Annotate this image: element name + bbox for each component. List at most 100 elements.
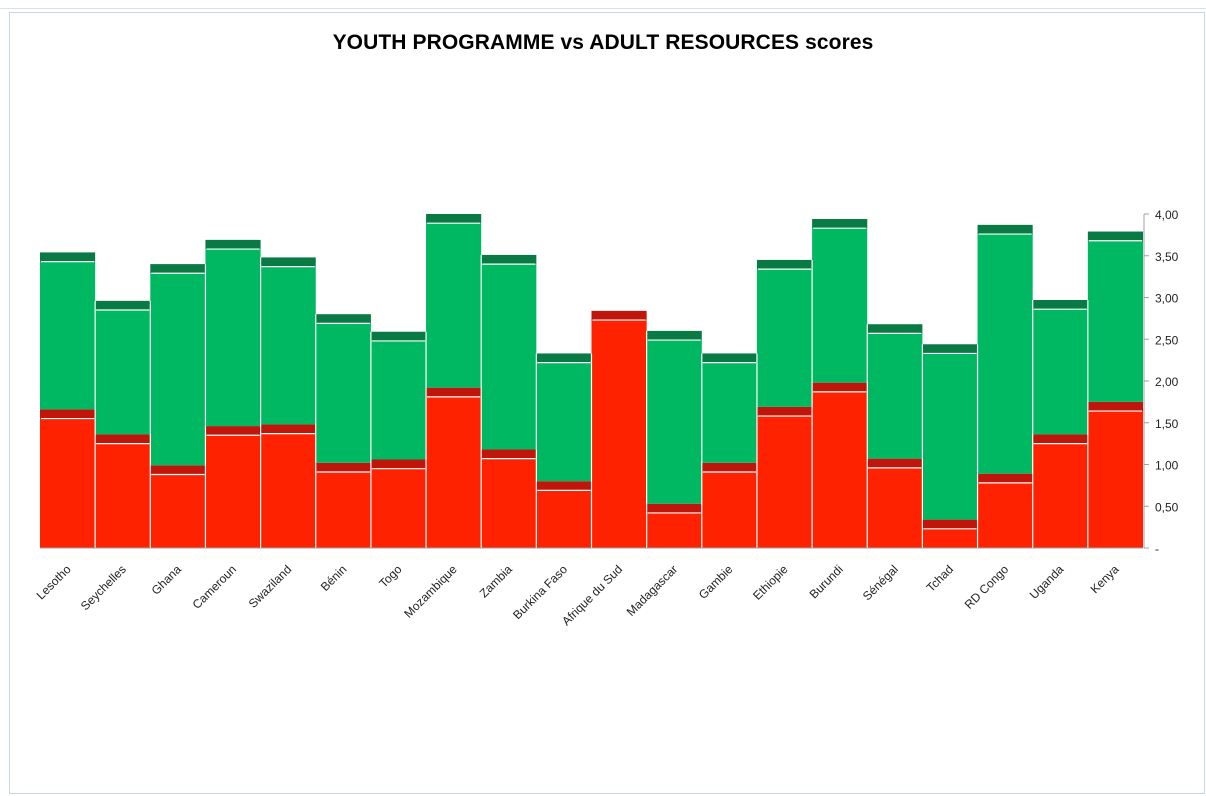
x-axis-labels: Lesotho Seychelles Ghana Cameroun Swaziland B… [34,562,1122,628]
youth-band-13 [756,406,813,417]
adult-band-1 [95,300,151,311]
y-tick-label-1: 0,50 [1155,500,1179,514]
adult-band-15 [867,324,923,334]
adult-bar-12 [701,362,757,463]
youth-bar-7 [426,396,482,548]
y-tick-label-5: 2,50 [1155,333,1179,347]
category-label-3: Cameroun [190,562,240,612]
category-label-1: Seychelles [78,562,129,613]
adult-bar-8 [481,264,537,450]
adult-band-13 [756,259,813,270]
youth-bar-9 [536,490,592,548]
adult-bar-2 [150,273,206,466]
youth-band-11 [646,503,702,513]
youth-band-8 [481,449,537,459]
youth-band-16 [922,519,978,529]
category-label-13: Ethiopie [750,562,791,603]
adult-band-11 [646,330,702,341]
category-label-5: Bénin [318,562,350,594]
category-label-11: Madagascar [624,562,681,619]
youth-bar-10 [591,320,647,548]
adult-band-17 [977,224,1033,235]
chart-title: YOUTH PROGRAMME vs ADULT RESOURCES score… [332,31,874,54]
adult-bar-3 [205,249,261,427]
adult-band-18 [1032,300,1088,310]
adult-band-3 [205,239,261,250]
adult-band-4 [260,257,316,267]
adult-bar-0 [40,261,96,410]
youth-band-12 [701,462,757,473]
y-tick-label-0: - [1155,542,1159,556]
youth-band-9 [536,481,592,491]
youth-band-18 [1032,434,1088,444]
youth-band-2 [150,465,206,475]
category-label-19: Kenya [1088,562,1122,596]
youth-band-1 [95,434,151,444]
youth-bar-11 [646,512,702,548]
youth-band-5 [315,462,371,473]
adult-band-8 [481,254,537,265]
youth-bar-12 [701,472,757,548]
youth-band-7 [426,387,482,397]
category-label-18: Uganda [1027,562,1067,602]
youth-bar-16 [922,528,978,548]
category-label-12: Gambie [696,562,736,602]
category-label-0: Lesotho [34,562,74,602]
bars-group [40,214,1143,548]
adult-band-19 [1087,231,1143,241]
adult-bar-13 [756,269,813,407]
adult-bar-5 [315,323,371,463]
youth-bar-8 [481,458,537,548]
youth-bar-17 [977,482,1033,548]
y-tick-label-8: 4,00 [1155,208,1179,222]
top-border-line [0,8,1206,9]
youth-band-3 [205,426,261,436]
youth-bar-13 [756,416,813,548]
category-label-4: Swaziland [246,562,295,611]
y-axis: - 0,50 1,00 1,50 2,00 2,50 3,00 3,50 4,00 [40,208,1179,556]
adult-band-0 [40,252,96,262]
youth-bar-6 [370,468,427,548]
y-tick-label-7: 3,50 [1155,250,1179,264]
youth-bar-18 [1032,443,1088,548]
youth-band-17 [977,473,1033,483]
adult-bar-16 [922,353,978,520]
adult-bar-17 [977,234,1033,474]
youth-bar-4 [260,433,316,548]
adult-bar-15 [867,333,923,459]
adult-band-2 [150,264,206,274]
youth-band-14 [812,382,868,392]
adult-band-9 [536,353,592,363]
adult-band-7 [426,214,482,224]
adult-bar-9 [536,362,592,482]
adult-band-12 [701,353,757,363]
youth-bar-15 [867,467,923,548]
adult-band-6 [370,331,427,341]
youth-band-4 [260,424,316,434]
youth-bar-14 [812,391,868,548]
category-label-16: Tchad [924,562,957,595]
category-label-9: Burkina Faso [510,562,570,622]
adult-bar-18 [1032,309,1088,435]
category-label-2: Ghana [149,562,185,598]
adult-bar-19 [1087,240,1143,402]
y-tick-label-2: 1,00 [1155,459,1179,473]
y-tick-label-4: 2,00 [1155,375,1179,389]
y-tick-label-3: 1,50 [1155,417,1179,431]
adult-bar-7 [426,223,482,388]
category-label-6: Togo [376,562,405,591]
youth-band-0 [40,409,96,419]
youth-bar-3 [205,435,261,548]
category-label-7: Mozambique [401,562,460,621]
category-label-14: Burundi [807,562,846,601]
youth-band-6 [370,459,427,469]
adult-band-14 [812,219,868,229]
adult-bar-4 [260,266,316,425]
youth-bar-5 [315,472,371,548]
youth-band-10 [591,310,647,321]
youth-bar-1 [95,443,151,548]
youth-bar-19 [1087,411,1143,548]
adult-bar-6 [370,340,427,460]
category-label-17: RD Congo [962,562,1012,612]
